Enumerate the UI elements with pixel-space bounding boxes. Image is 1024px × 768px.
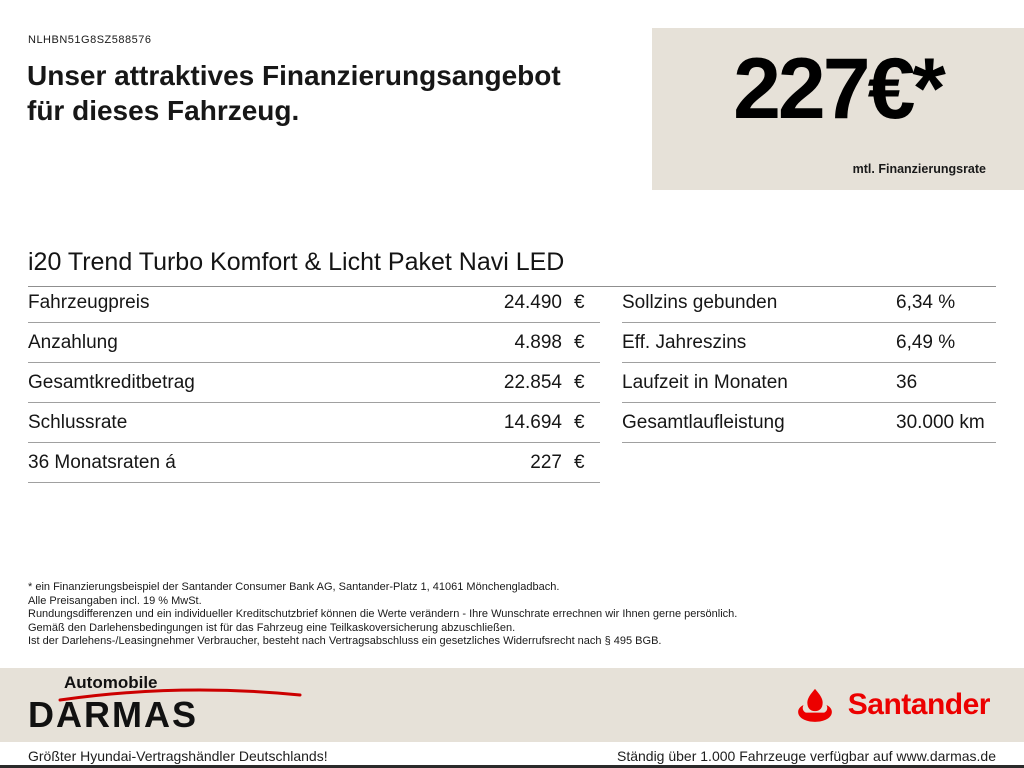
- page-title: Unser attraktives Finanzierungsangebot f…: [27, 58, 561, 128]
- footer-band: Automobile DARMAS Santander: [0, 668, 1024, 742]
- vin-text: NLHBN51G8SZ588576: [28, 34, 152, 46]
- footnote-line: Ist der Darlehens-/Leasingnehmer Verbrau…: [28, 635, 662, 647]
- finance-label: Fahrzeugpreis: [28, 291, 150, 313]
- finance-label: Gesamtkreditbetrag: [28, 371, 195, 393]
- finance-unit: €: [574, 291, 585, 313]
- finance-row: Gesamtlaufleistung 30.000 km: [622, 403, 996, 443]
- finance-label: Eff. Jahreszins: [622, 331, 747, 353]
- bottom-left-text: Größter Hyundai-Vertragshändler Deutschl…: [28, 748, 328, 764]
- bottom-rule: [0, 765, 1024, 768]
- finance-label: Gesamtlaufleistung: [622, 411, 785, 433]
- monthly-rate-panel: 227€* mtl. Finanzierungsrate: [652, 28, 1024, 190]
- finance-label: Laufzeit in Monaten: [622, 371, 788, 393]
- finance-row: Eff. Jahreszins 6,49 %: [622, 323, 996, 363]
- darmas-logo-top-text: Automobile: [64, 673, 158, 692]
- footnote-line: Rundungsdifferenzen und ein individuelle…: [28, 608, 738, 620]
- vehicle-model-title: i20 Trend Turbo Komfort & Licht Paket Na…: [28, 248, 996, 287]
- monthly-rate-caption: mtl. Finanzierungsrate: [852, 162, 986, 176]
- finance-row: Schlussrate 14.694 €: [28, 403, 600, 443]
- finance-value: 6,49 %: [896, 331, 956, 353]
- page-title-line2: für dieses Fahrzeug.: [27, 95, 300, 126]
- finance-row: Gesamtkreditbetrag 22.854 €: [28, 363, 600, 403]
- finance-row: Anzahlung 4.898 €: [28, 323, 600, 363]
- footnote-line: Gemäß den Darlehensbedingungen ist für d…: [28, 621, 516, 634]
- bottom-right-text: Ständig über 1.000 Fahrzeuge verfügbar a…: [616, 748, 996, 764]
- finance-unit: €: [574, 331, 585, 353]
- finance-table-left: Fahrzeugpreis 24.490 € Anzahlung 4.898 €…: [28, 283, 600, 483]
- monthly-rate-amount: 227€*: [733, 41, 946, 137]
- finance-tables: Fahrzeugpreis 24.490 € Anzahlung 4.898 €…: [28, 283, 996, 483]
- footnote-line: Alle Preisangaben incl. 19 % MwSt.: [28, 594, 202, 607]
- finance-label: 36 Monatsraten á: [28, 451, 176, 473]
- finance-value: 4.898: [514, 331, 562, 353]
- finance-value: 227: [530, 451, 562, 473]
- santander-logo: Santander: [792, 687, 991, 723]
- darmas-swoosh-icon: [58, 688, 302, 702]
- finance-row: Laufzeit in Monaten 36: [622, 363, 996, 403]
- finance-table-right: Sollzins gebunden 6,34 % Eff. Jahreszins…: [622, 283, 996, 483]
- santander-wordmark: Santander: [847, 688, 991, 721]
- finance-value: 24.490: [503, 291, 562, 313]
- finance-label: Schlussrate: [28, 411, 128, 433]
- footnote-line: * ein Finanzierungsbeispiel der Santande…: [28, 581, 560, 593]
- legal-footnotes: * ein Finanzierungsbeispiel der Santande…: [28, 581, 737, 649]
- finance-value: 6,34 %: [896, 291, 956, 313]
- finance-row: 36 Monatsraten á 227 €: [28, 443, 600, 483]
- darmas-logo-main-text: DARMAS: [28, 694, 198, 735]
- finance-value: 36: [896, 371, 918, 393]
- finance-value: 30.000 km: [896, 411, 985, 433]
- bottom-bar: Größter Hyundai-Vertragshändler Deutschl…: [0, 742, 1024, 768]
- finance-value: 14.694: [503, 411, 562, 433]
- finance-unit: €: [574, 411, 585, 433]
- finance-unit: €: [574, 371, 585, 393]
- darmas-dealer-logo: Automobile DARMAS: [28, 672, 308, 738]
- finance-label: Sollzins gebunden: [622, 291, 778, 313]
- finance-value: 22.854: [503, 371, 562, 393]
- finance-unit: €: [574, 451, 585, 473]
- santander-flame-icon: [797, 688, 832, 722]
- finance-label: Anzahlung: [28, 331, 118, 353]
- finance-row: Sollzins gebunden 6,34 %: [622, 283, 996, 323]
- finance-row: Fahrzeugpreis 24.490 €: [28, 283, 600, 323]
- page-title-line1: Unser attraktives Finanzierungsangebot: [27, 60, 561, 91]
